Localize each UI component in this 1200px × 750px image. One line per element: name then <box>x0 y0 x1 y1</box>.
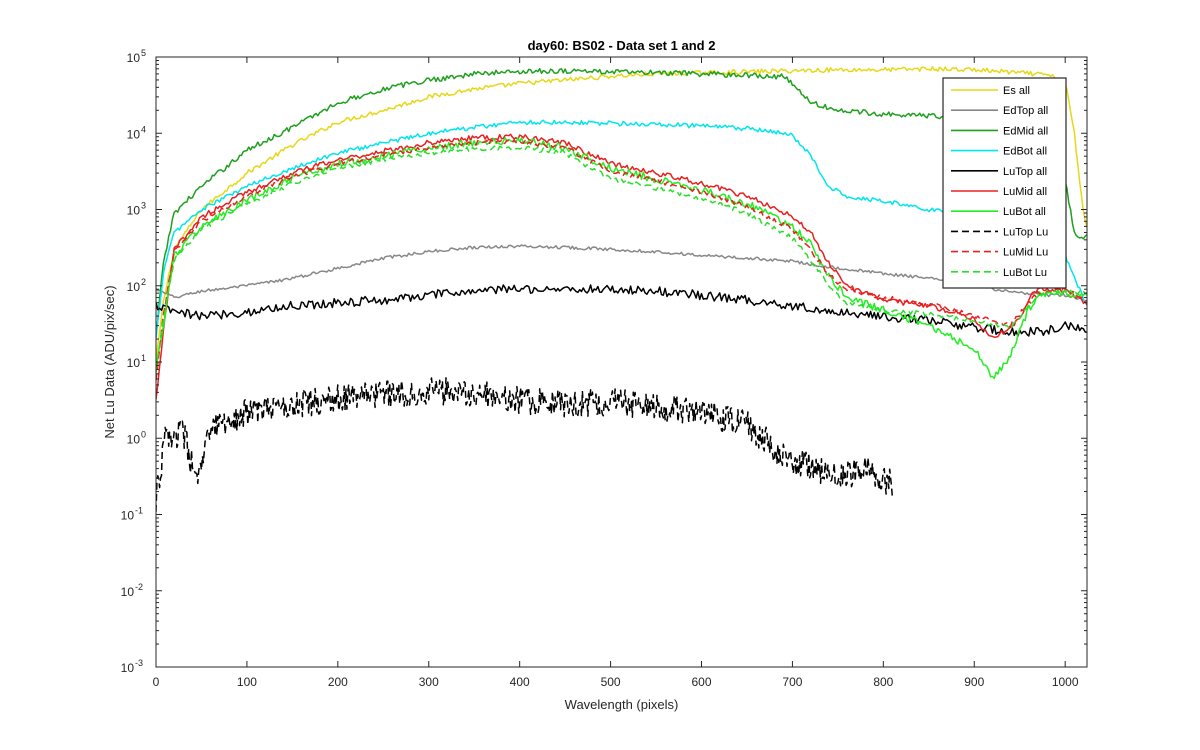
y-tick-base: 10 <box>127 432 141 446</box>
y-tick-base: 10 <box>121 661 135 675</box>
x-tick-label: 600 <box>691 675 711 689</box>
legend-entry: EdTop all <box>1003 105 1048 117</box>
y-tick-label: 10 5 <box>127 48 146 65</box>
x-tick-label: 900 <box>964 675 984 689</box>
y-tick-label: 10 1 <box>127 353 146 370</box>
legend-entry: EdBot all <box>1003 146 1047 158</box>
legend: Es all EdTop all EdMid all EdBot all LuTop a… <box>942 77 1067 289</box>
x-tick-label: 1000 <box>1052 675 1079 689</box>
x-tick-label: 200 <box>328 675 348 689</box>
series-line-edbot-all <box>156 119 1087 338</box>
series-layer <box>156 66 1087 512</box>
chart-title: day60: BS02 - Data set 1 and 2 <box>528 38 716 53</box>
series-line-lubot-lu <box>156 145 1087 371</box>
y-tick-base: 10 <box>127 127 141 141</box>
x-tick-label: 0 <box>153 675 160 689</box>
x-tick-label: 100 <box>237 675 257 689</box>
series-line-es-all <box>156 66 1087 362</box>
y-tick-label: 10 -2 <box>121 582 143 599</box>
plot-frame <box>155 56 1088 668</box>
legend-entry: Es all <box>1003 85 1030 97</box>
series-line-lutop-lu <box>156 377 894 512</box>
legend-entry: LuBot Lu <box>1003 267 1047 279</box>
y-tick-label: 10 0 <box>127 429 146 446</box>
y-tick-label: 10 -1 <box>121 506 143 523</box>
y-axis-label: Net Lu Data (ADU/pix/sec) <box>102 285 117 438</box>
x-tick-label: 500 <box>601 675 621 689</box>
legend-entry: LuTop Lu <box>1003 226 1048 238</box>
series-line-lumid-lu <box>156 139 1087 381</box>
series-line-lutop-all <box>156 284 1087 337</box>
legend-entry: EdMid all <box>1003 125 1048 137</box>
y-tick-exponent: -2 <box>135 582 143 592</box>
legend-entry: LuMid all <box>1003 186 1047 198</box>
x-tick-label: 700 <box>782 675 802 689</box>
x-tick-label: 300 <box>419 675 439 689</box>
y-tick-base: 10 <box>127 280 141 294</box>
y-tick-exponent: 0 <box>141 429 146 439</box>
y-tick-base: 10 <box>121 585 135 599</box>
legend-box <box>942 77 1067 289</box>
legend-entry: LuBot all <box>1003 206 1046 218</box>
y-tick-label: 10 3 <box>127 201 146 218</box>
series-line-edtop-all <box>156 244 1087 305</box>
y-tick-base: 10 <box>127 204 141 218</box>
x-tick-label: 400 <box>510 675 530 689</box>
y-tick-label: 10 4 <box>127 124 146 141</box>
series-line-edmid-all <box>156 67 1087 338</box>
y-tick-exponent: 1 <box>141 353 146 363</box>
y-tick-label: 10 -3 <box>121 658 143 675</box>
plot-area <box>156 57 1087 667</box>
y-tick-exponent: -1 <box>135 506 143 516</box>
y-tick-base: 10 <box>121 509 135 523</box>
y-tick-exponent: 3 <box>141 201 146 211</box>
legend-entry: LuTop all <box>1003 166 1047 178</box>
y-tick-exponent: -3 <box>135 658 143 668</box>
legend-entry: LuMid Lu <box>1003 247 1048 259</box>
x-axis-label: Wavelength (pixels) <box>565 697 679 712</box>
y-tick-base: 10 <box>127 356 141 370</box>
y-tick-label: 10 2 <box>127 277 146 294</box>
series-line-lubot-all <box>156 137 1087 380</box>
y-tick-exponent: 2 <box>141 277 146 287</box>
x-tick-label: 800 <box>873 675 893 689</box>
y-tick-exponent: 4 <box>141 124 146 134</box>
y-tick-exponent: 5 <box>141 48 146 58</box>
y-tick-base: 10 <box>127 51 141 65</box>
